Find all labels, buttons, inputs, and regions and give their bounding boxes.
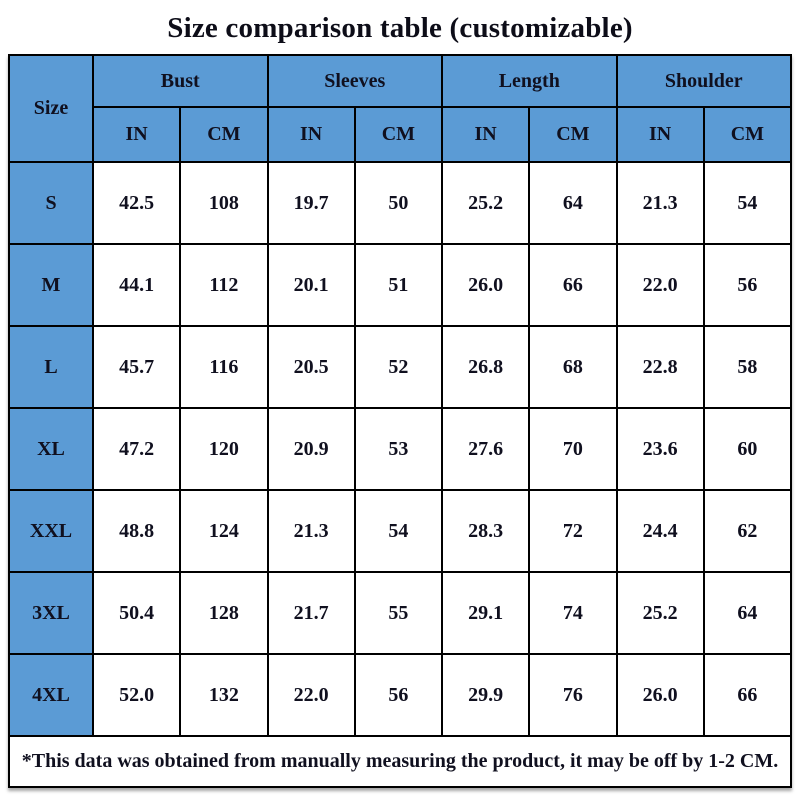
table-cell: 22.0 xyxy=(266,653,356,737)
unit-header-sleeves-cm: CM xyxy=(353,106,444,163)
unit-header-shoulder-in: IN xyxy=(615,106,705,163)
table-cell: 42.5 xyxy=(91,161,182,245)
table-cell: 51 xyxy=(353,243,444,327)
table-cell: 20.1 xyxy=(266,243,356,327)
table-cell: 22.8 xyxy=(615,325,705,409)
row-label-xl: XL xyxy=(8,407,94,491)
column-header-size: Size xyxy=(8,54,94,163)
table-cell: 74 xyxy=(528,571,618,655)
footnote-text: *This data was obtained from manually me… xyxy=(8,735,792,788)
table-cell: 20.5 xyxy=(266,325,356,409)
table-cell: 54 xyxy=(702,161,793,245)
table-cell: 68 xyxy=(528,325,618,409)
table-cell: 56 xyxy=(702,243,793,327)
table-cell: 58 xyxy=(702,325,793,409)
footnote-row: *This data was obtained from manually me… xyxy=(8,735,792,788)
table-cell: 62 xyxy=(702,489,793,573)
table-cell: 21.7 xyxy=(266,571,356,655)
table-cell: 26.0 xyxy=(440,243,531,327)
table-cell: 50.4 xyxy=(91,571,182,655)
table-cell: 72 xyxy=(528,489,618,573)
table-row-l: L 45.7 116 20.5 52 26.8 68 22.8 58 xyxy=(8,325,793,409)
table-cell: 76 xyxy=(528,653,618,737)
table-cell: 108 xyxy=(179,161,269,245)
table-cell: 22.0 xyxy=(615,243,705,327)
table-cell: 26.0 xyxy=(615,653,705,737)
table-row-xxl: XXL 48.8 124 21.3 54 28.3 72 24.4 62 xyxy=(8,489,793,573)
column-header-shoulder: Shoulder xyxy=(615,54,792,108)
table-cell: 112 xyxy=(179,243,269,327)
table-cell: 52 xyxy=(353,325,444,409)
table-cell: 50 xyxy=(353,161,444,245)
table-cell: 120 xyxy=(179,407,269,491)
table-cell: 132 xyxy=(179,653,269,737)
column-header-sleeves: Sleeves xyxy=(266,54,443,108)
table-cell: 54 xyxy=(353,489,444,573)
unit-header-length-in: IN xyxy=(440,106,531,163)
row-label-4xl: 4XL xyxy=(8,653,94,737)
column-header-length: Length xyxy=(441,54,618,108)
table-cell: 64 xyxy=(702,571,793,655)
table-cell: 29.9 xyxy=(440,653,531,737)
table-cell: 47.2 xyxy=(91,407,182,491)
row-label-s: S xyxy=(8,161,94,245)
table-cell: 29.1 xyxy=(440,571,531,655)
table-cell: 128 xyxy=(179,571,269,655)
unit-header-bust-cm: CM xyxy=(179,106,269,163)
table-cell: 28.3 xyxy=(440,489,531,573)
unit-header-sleeves-in: IN xyxy=(266,106,356,163)
table-cell: 56 xyxy=(353,653,444,737)
table-cell: 24.4 xyxy=(615,489,705,573)
table-cell: 66 xyxy=(702,653,793,737)
table-cell: 25.2 xyxy=(615,571,705,655)
table-cell: 44.1 xyxy=(91,243,182,327)
table-cell: 27.6 xyxy=(440,407,531,491)
size-comparison-table: Size Bust Sleeves Length Shoulder IN CM … xyxy=(8,54,793,788)
table-cell: 53 xyxy=(353,407,444,491)
row-label-xxl: XXL xyxy=(8,489,94,573)
table-cell: 48.8 xyxy=(91,489,182,573)
table-cell: 70 xyxy=(528,407,618,491)
row-label-m: M xyxy=(8,243,94,327)
column-header-bust: Bust xyxy=(92,54,269,108)
row-label-3xl: 3XL xyxy=(8,571,94,655)
table-row-3xl: 3XL 50.4 128 21.7 55 29.1 74 25.2 64 xyxy=(8,571,793,655)
table-cell: 52.0 xyxy=(91,653,182,737)
table-row-s: S 42.5 108 19.7 50 25.2 64 21.3 54 xyxy=(8,161,793,245)
table-cell: 19.7 xyxy=(266,161,356,245)
table-cell: 55 xyxy=(353,571,444,655)
table-cell: 25.2 xyxy=(440,161,531,245)
unit-header-bust-in: IN xyxy=(91,106,182,163)
table-row-xl: XL 47.2 120 20.9 53 27.6 70 23.6 60 xyxy=(8,407,793,491)
table-cell: 66 xyxy=(528,243,618,327)
unit-header-shoulder-cm: CM xyxy=(702,106,793,163)
table-row-m: M 44.1 112 20.1 51 26.0 66 22.0 56 xyxy=(8,243,793,327)
row-label-l: L xyxy=(8,325,94,409)
table-cell: 64 xyxy=(528,161,618,245)
table-cell: 20.9 xyxy=(266,407,356,491)
table-cell: 21.3 xyxy=(266,489,356,573)
table-cell: 21.3 xyxy=(615,161,705,245)
table-row-4xl: 4XL 52.0 132 22.0 56 29.9 76 26.0 66 xyxy=(8,653,793,737)
table-cell: 60 xyxy=(702,407,793,491)
table-cell: 124 xyxy=(179,489,269,573)
table-cell: 116 xyxy=(179,325,269,409)
table-cell: 23.6 xyxy=(615,407,705,491)
unit-header-row: IN CM IN CM IN CM IN CM xyxy=(9,106,793,163)
page-title: Size comparison table (customizable) xyxy=(167,12,633,44)
group-header-row: Size Bust Sleeves Length Shoulder xyxy=(8,54,792,163)
unit-header-length-cm: CM xyxy=(528,106,618,163)
table-cell: 26.8 xyxy=(440,325,531,409)
table-cell: 45.7 xyxy=(91,325,182,409)
